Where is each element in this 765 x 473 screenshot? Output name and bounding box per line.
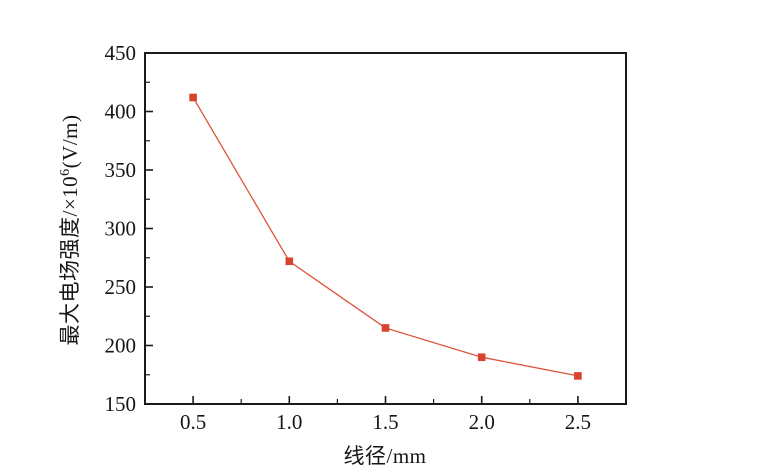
y-tick-label: 200 — [105, 334, 137, 358]
data-point-marker — [381, 324, 390, 332]
y-tick-label: 250 — [105, 275, 137, 299]
x-tick-label: 2.5 — [565, 410, 591, 434]
y-tick-label: 400 — [105, 100, 137, 124]
x-axis-title: 线径/mm — [343, 444, 427, 468]
y-tick-label: 350 — [105, 158, 137, 182]
x-tick-label: 1.0 — [276, 410, 302, 434]
y-axis-title-unit: (V/m) — [58, 114, 82, 169]
y-tick-label: 300 — [105, 217, 137, 241]
x-tick-label: 0.5 — [180, 410, 206, 434]
data-point-marker — [477, 353, 486, 361]
y-tick-label: 150 — [105, 392, 137, 416]
plot-border — [144, 52, 627, 405]
x-tick-label: 1.5 — [372, 410, 398, 434]
y-tick-label: 450 — [105, 41, 137, 65]
data-line — [192, 97, 579, 377]
y-axis-title: 最大电场强度/×106(V/m) — [54, 114, 84, 345]
y-axis-title-text: 最大电场强度/×10 — [58, 175, 82, 346]
data-point-marker — [574, 372, 582, 380]
data-point-marker — [189, 93, 197, 102]
x-tick-label: 2.0 — [469, 410, 495, 434]
data-point-marker — [285, 257, 294, 266]
y-axis-title-superscript: 6 — [58, 168, 73, 176]
